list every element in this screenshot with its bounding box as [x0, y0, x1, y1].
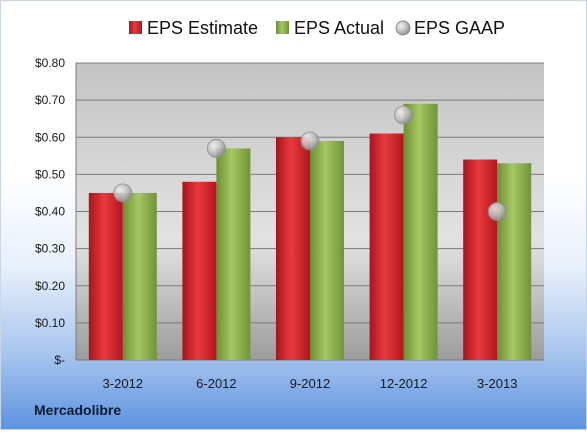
bar-eps-estimate — [88, 192, 123, 360]
y-tick-label: $0.60 — [35, 130, 65, 144]
x-tick-label: 6-2012 — [196, 376, 236, 391]
bar-eps-estimate — [276, 137, 310, 360]
marker-eps-gaap — [487, 202, 507, 221]
legend-label: EPS GAAP — [414, 18, 505, 38]
bar-eps-actual — [497, 163, 532, 360]
bar-eps-estimate — [182, 181, 217, 360]
y-tick-label: $0.40 — [35, 205, 65, 219]
bar-eps-actual — [216, 148, 251, 360]
legend: EPS Estimate EPS Actual EPS GAAP — [129, 18, 505, 38]
bar-eps-actual — [310, 140, 344, 360]
y-tick-label: $0.50 — [35, 167, 65, 181]
bar-eps-actual — [122, 192, 157, 360]
marker-eps-gaap — [113, 183, 133, 203]
legend-label: EPS Estimate — [147, 18, 258, 38]
company-label: Mercadolibre — [34, 402, 122, 418]
marker-eps-gaap — [300, 131, 320, 151]
bar-eps-estimate — [369, 133, 404, 360]
marker-eps-gaap — [394, 105, 414, 125]
y-tick-label: $- — [54, 353, 65, 367]
bar-eps-estimate — [463, 159, 498, 360]
y-tick-label: $0.80 — [35, 56, 65, 70]
bar-eps-actual — [403, 103, 438, 361]
x-tick-label: 3-2013 — [477, 376, 517, 391]
x-tick-label: 12-2012 — [380, 376, 428, 391]
legend-swatch — [395, 20, 411, 36]
x-tick-label: 9-2012 — [290, 376, 330, 391]
x-tick-label: 3-2012 — [103, 376, 143, 391]
y-tick-label: $0.70 — [35, 93, 65, 107]
legend-swatch — [129, 21, 142, 34]
y-tick-label: $0.20 — [35, 279, 65, 293]
legend-label: EPS Actual — [294, 18, 384, 38]
y-tick-label: $0.10 — [35, 316, 65, 330]
legend-swatch — [276, 21, 289, 34]
y-tick-label: $0.30 — [35, 242, 65, 256]
marker-eps-gaap — [206, 138, 226, 158]
